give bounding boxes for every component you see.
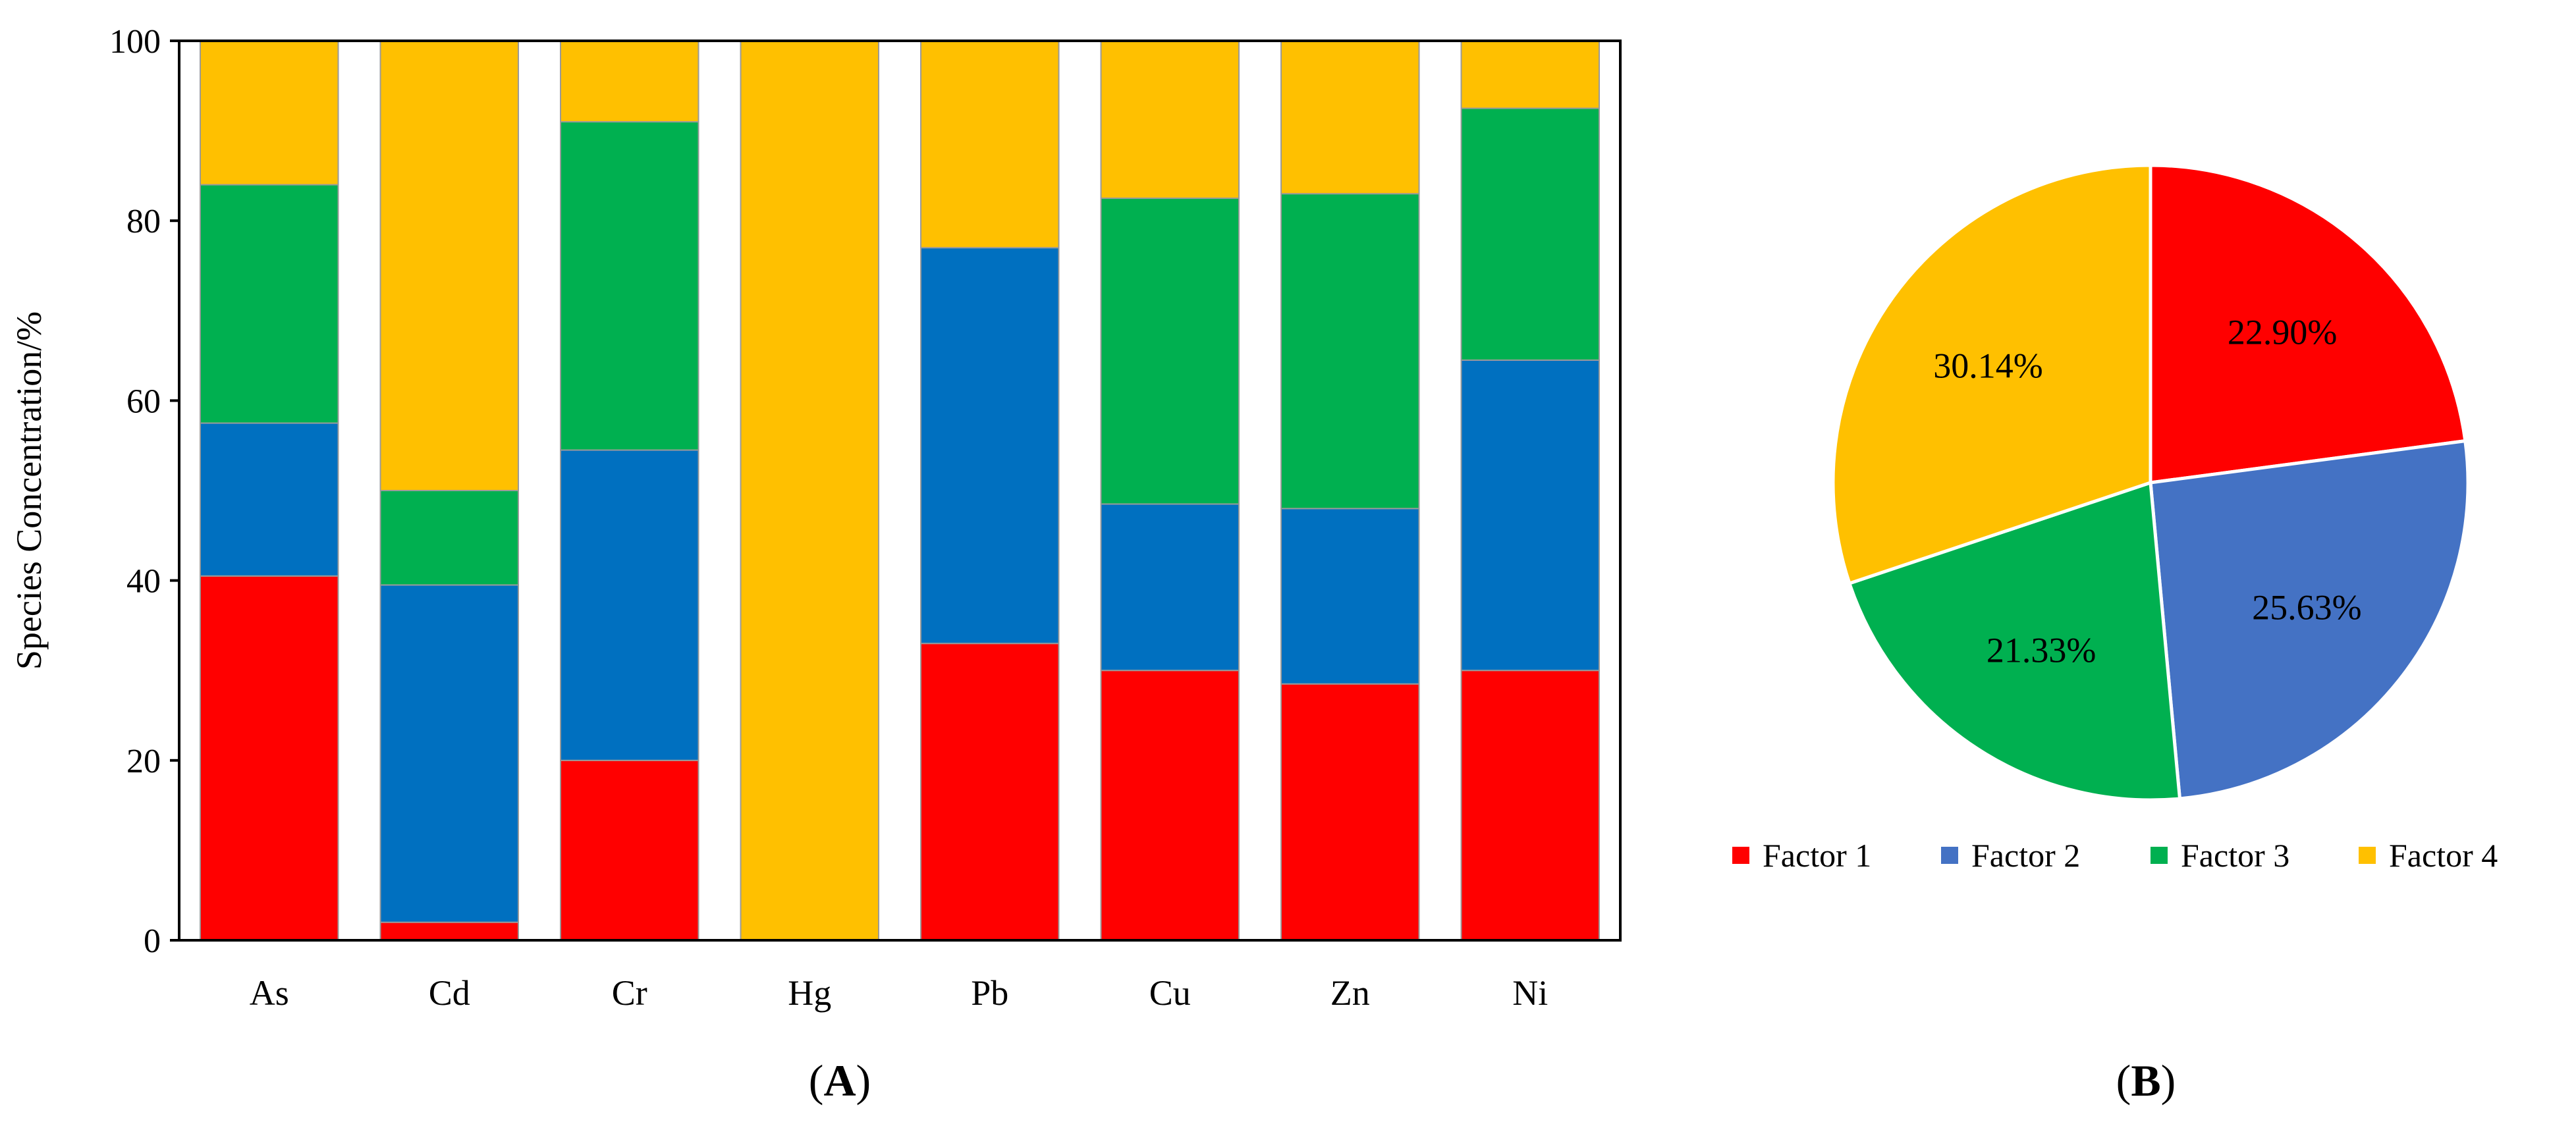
pie-slice-factor-2 — [2149, 439, 2470, 801]
legend-swatch-factor-3 — [2151, 847, 2168, 864]
bar-segment-ni-factor-4 — [1460, 40, 1601, 109]
pie-label-factor-2: 25.63% — [2252, 587, 2361, 627]
legend-label-factor-2: Factor 2 — [1971, 837, 2080, 874]
y-tick-label-40: 40 — [126, 563, 161, 601]
x-tick-label-cd: Cd — [429, 973, 470, 1013]
bar-segment-pb-factor-2 — [919, 247, 1060, 645]
bar-segment-cu-factor-3 — [1100, 198, 1240, 505]
bar-segment-pb-factor-4 — [919, 40, 1060, 249]
pie-slice-factor-1 — [2149, 163, 2467, 485]
y-axis-ticks: 0 20 40 60 80 100 — [109, 23, 179, 960]
x-tick-label-hg: Hg — [788, 973, 831, 1013]
pie-slices — [1831, 163, 2470, 802]
pie-label-factor-4: 30.14% — [1933, 346, 2042, 386]
bar-segment-cd-factor-3 — [379, 490, 520, 586]
bar-segment-ni-factor-1 — [1460, 670, 1601, 941]
y-tick-label-80: 80 — [126, 203, 161, 240]
x-tick-label-cr: Cr — [612, 973, 647, 1013]
x-tick-label-as: As — [250, 973, 289, 1013]
pie-label-factor-3: 21.33% — [1987, 630, 2096, 670]
x-tick-label-pb: Pb — [971, 973, 1008, 1013]
bar-segment-cd-factor-1 — [379, 921, 520, 942]
stacked-bar-chart: 0 20 40 60 80 100 As Cd Cr Hg Pb Cu Zn Ni Species Co… — [9, 23, 1622, 1106]
x-tick-label-cu: Cu — [1149, 973, 1191, 1013]
bar-segment-pb-factor-1 — [919, 643, 1060, 941]
bar-layer — [199, 40, 1601, 942]
bar-segment-cu-factor-2 — [1100, 503, 1240, 672]
y-tick-label-100: 100 — [109, 23, 161, 61]
legend-label-factor-3: Factor 3 — [2181, 837, 2289, 874]
panel-label-a-letter: A — [823, 1055, 856, 1106]
y-axis-label: Species Concentration/% — [9, 311, 49, 670]
y-tick-label-0: 0 — [144, 922, 161, 960]
bar-segment-cu-factor-4 — [1100, 40, 1240, 200]
pie-slice-labels: 22.90% 25.63% 21.33% 30.14% — [1933, 313, 2361, 670]
legend-swatch-factor-2 — [1941, 847, 1958, 864]
pie-legend: Factor 1 Factor 2 Factor 3 Factor 4 — [1732, 837, 2498, 874]
bar-segment-zn-factor-2 — [1280, 508, 1420, 685]
bar-segment-as-factor-1 — [199, 575, 339, 941]
bar-segment-as-factor-2 — [199, 422, 339, 577]
legend-swatch-factor-1 — [1732, 847, 1749, 864]
bar-segment-cr-factor-4 — [559, 40, 699, 122]
pie-slice-factor-3 — [1847, 480, 2182, 802]
panel-label-b: (B) — [2116, 1055, 2176, 1106]
legend-label-factor-4: Factor 4 — [2389, 837, 2498, 874]
bar-segment-cr-factor-2 — [559, 449, 699, 761]
y-tick-label-20: 20 — [126, 743, 161, 780]
bar-segment-as-factor-4 — [199, 40, 339, 186]
bar-segment-cr-factor-1 — [559, 759, 699, 942]
legend-swatch-factor-4 — [2359, 847, 2376, 864]
x-axis-categories: As Cd Cr Hg Pb Cu Zn Ni — [250, 973, 1548, 1013]
panel-label-a: (A) — [809, 1055, 871, 1106]
y-tick-label-60: 60 — [126, 383, 161, 420]
pie-label-factor-1: 22.90% — [2228, 313, 2337, 352]
pie-chart: 22.90%25.63%21.33%30.14% Factor 1 Factor … — [1732, 163, 2498, 1106]
panel-label-b-letter: B — [2131, 1055, 2160, 1106]
bar-segment-zn-factor-4 — [1280, 40, 1420, 195]
pie-slice-factor-4 — [1831, 163, 2152, 586]
x-tick-label-zn: Zn — [1330, 973, 1370, 1013]
bar-segment-zn-factor-1 — [1280, 683, 1420, 941]
legend-label-factor-1: Factor 1 — [1763, 837, 1871, 874]
plot-area-frame — [178, 40, 1622, 942]
bar-segment-cd-factor-2 — [379, 584, 520, 923]
x-tick-label-ni: Ni — [1512, 973, 1548, 1013]
bar-segment-ni-factor-3 — [1460, 107, 1601, 361]
bar-segment-hg-factor-4 — [740, 40, 880, 941]
bar-segment-ni-factor-2 — [1460, 359, 1601, 672]
bar-segment-zn-factor-3 — [1280, 193, 1420, 510]
bar-segment-cu-factor-1 — [1100, 670, 1240, 941]
bar-segment-cr-factor-3 — [559, 120, 699, 451]
bar-segment-cd-factor-4 — [379, 40, 520, 491]
bar-segment-as-factor-3 — [199, 184, 339, 424]
